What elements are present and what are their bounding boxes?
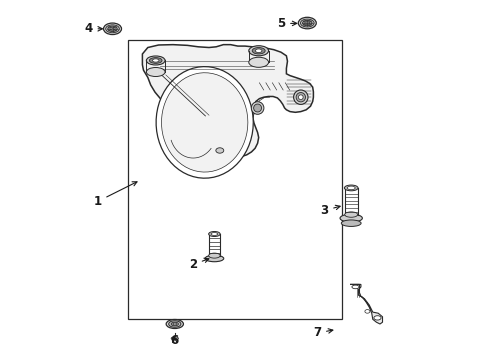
Ellipse shape	[344, 185, 358, 191]
Text: 1: 1	[93, 182, 137, 208]
Ellipse shape	[255, 49, 262, 53]
Ellipse shape	[254, 104, 262, 112]
Text: 5: 5	[277, 17, 297, 30]
Ellipse shape	[374, 316, 381, 320]
Ellipse shape	[106, 25, 120, 33]
Ellipse shape	[249, 57, 269, 67]
Ellipse shape	[298, 17, 316, 29]
Ellipse shape	[110, 27, 115, 30]
Ellipse shape	[205, 255, 224, 262]
Ellipse shape	[209, 253, 220, 258]
Polygon shape	[350, 284, 383, 324]
Ellipse shape	[294, 90, 308, 104]
Ellipse shape	[147, 68, 165, 77]
Ellipse shape	[252, 48, 265, 54]
Ellipse shape	[166, 320, 183, 328]
Ellipse shape	[209, 231, 220, 237]
Polygon shape	[143, 45, 314, 158]
Ellipse shape	[300, 19, 314, 27]
Ellipse shape	[249, 46, 269, 56]
Ellipse shape	[108, 26, 117, 31]
Ellipse shape	[298, 95, 303, 100]
Ellipse shape	[340, 214, 363, 222]
Ellipse shape	[171, 337, 178, 340]
Ellipse shape	[147, 56, 165, 65]
Ellipse shape	[211, 233, 218, 235]
Polygon shape	[156, 67, 253, 178]
Ellipse shape	[347, 186, 355, 190]
Ellipse shape	[352, 285, 359, 289]
Ellipse shape	[296, 93, 305, 102]
Ellipse shape	[342, 220, 361, 226]
Ellipse shape	[173, 323, 176, 325]
Text: 3: 3	[320, 204, 340, 217]
Bar	[128, 40, 342, 319]
Polygon shape	[162, 73, 248, 172]
Ellipse shape	[345, 212, 358, 217]
Text: 7: 7	[313, 327, 333, 339]
Ellipse shape	[303, 21, 312, 26]
Ellipse shape	[216, 148, 224, 153]
Ellipse shape	[169, 321, 181, 327]
Text: 6: 6	[171, 334, 179, 347]
Ellipse shape	[152, 59, 159, 62]
Text: 2: 2	[189, 258, 209, 271]
Ellipse shape	[171, 322, 178, 326]
Ellipse shape	[251, 102, 264, 114]
Ellipse shape	[365, 310, 370, 313]
Ellipse shape	[305, 22, 310, 24]
Text: 4: 4	[84, 22, 102, 35]
Ellipse shape	[149, 58, 162, 63]
Ellipse shape	[103, 23, 122, 35]
